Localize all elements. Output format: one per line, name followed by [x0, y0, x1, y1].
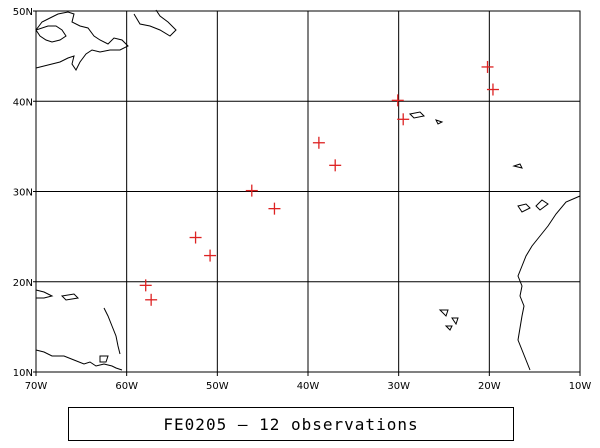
lat-tick-label: 20N [13, 278, 33, 289]
observation-marker [139, 279, 152, 292]
coastline-puerto-rico [60, 293, 80, 301]
coastline-labrador [35, 25, 67, 43]
lat-tick-label: 30N [13, 188, 33, 199]
lon-tick-label: 50W [206, 381, 229, 392]
observation-marker [268, 202, 281, 215]
coastline-cape-verde [438, 309, 459, 331]
coastline-lesser-antilles [103, 307, 121, 355]
caption-box: FE0205 – 12 observations [68, 407, 514, 441]
observation-marker [312, 136, 325, 149]
coastline-africa [517, 195, 581, 371]
observation-marker [397, 113, 410, 126]
lon-tick-label: 70W [25, 381, 48, 392]
graticule-grid [36, 11, 580, 372]
lon-tick-label: 20W [478, 381, 501, 392]
coastline-south-america [35, 349, 123, 371]
lat-tick-label: 10N [13, 368, 33, 379]
observation-marker [481, 60, 494, 73]
lon-tick-label: 30W [387, 381, 410, 392]
caption-text: FE0205 – 12 observations [163, 414, 419, 434]
map-frame [35, 10, 581, 373]
coastlines [35, 9, 581, 371]
observation-marker [486, 83, 499, 96]
axis-tick-labels: 50N 40N 30N 20N 10N 70W 60W 50W 40W 30W 20W 10W [13, 7, 592, 392]
observation-marker [329, 159, 342, 172]
coastline-trinidad [99, 355, 109, 363]
observation-marker [245, 184, 258, 197]
coastline-azores-a [408, 111, 426, 119]
lon-tick-label: 40W [297, 381, 320, 392]
lon-tick-label: 60W [115, 381, 138, 392]
observation-marker [189, 231, 202, 244]
observation-markers [139, 60, 499, 306]
coastline-hispaniola [35, 289, 54, 299]
coastline-nova-scotia [133, 9, 177, 37]
lon-tick-label: 10W [569, 381, 592, 392]
coastline-azores-b [435, 119, 444, 125]
coastline-madeira [512, 163, 523, 169]
lat-tick-label: 50N [13, 7, 33, 18]
observation-marker [391, 94, 404, 107]
observation-marker [145, 293, 158, 306]
lat-tick-label: 40N [13, 97, 33, 108]
observation-marker [204, 249, 217, 262]
coastline-canaries [517, 199, 549, 213]
coastline-newfoundland [35, 11, 129, 71]
